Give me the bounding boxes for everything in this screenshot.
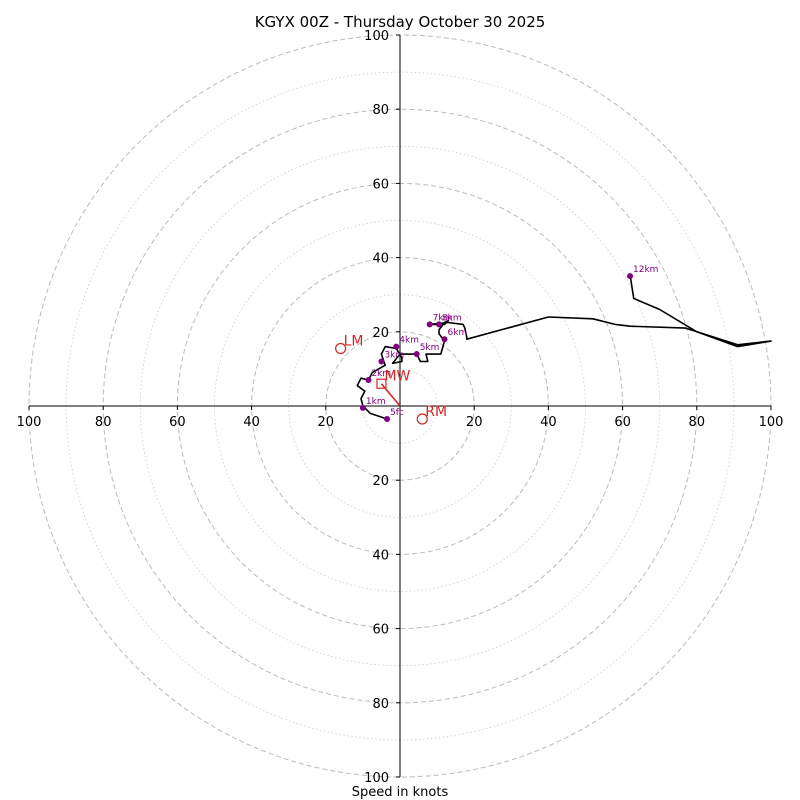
y-tick-label: 100 — [364, 771, 389, 786]
storm-marker-MW — [376, 378, 387, 389]
mean-wind-vector — [380, 383, 401, 407]
height-label-12km: 12km — [633, 265, 658, 275]
height-marker-12km — [627, 273, 634, 280]
tick-labels: 100 80 60 40 20 20 40 60 80 100 100 80 60 40 20 20 40 60 8… — [17, 29, 784, 786]
height-label-1km: 1km — [366, 397, 386, 407]
height-label-8km: 8km — [442, 313, 462, 323]
height-marker-1km — [359, 404, 366, 411]
storm-label-MW: MW — [384, 369, 410, 385]
x-tick-label: 20 — [466, 415, 483, 430]
height-label-5fc: 5fc — [390, 408, 404, 418]
y-tick-label: 100 — [364, 29, 389, 44]
x-tick-label: 20 — [318, 415, 335, 430]
chart-title: KGYX 00Z - Thursday October 30 2025 — [255, 13, 546, 31]
x-tick-label: 60 — [614, 415, 631, 430]
height-marker-5km — [413, 351, 420, 358]
x-tick-label: 100 — [17, 415, 42, 430]
height-label-2km: 2km — [371, 369, 391, 379]
height-label-4km: 4km — [399, 336, 419, 346]
height-marker-2km — [365, 377, 372, 384]
y-tick-label: 80 — [372, 103, 389, 118]
height-label-3km: 3km — [384, 350, 404, 360]
x-tick-label: 60 — [169, 415, 186, 430]
height-marker-7km — [426, 321, 433, 328]
y-tick-label: 20 — [372, 326, 389, 341]
height-marker-8km — [435, 321, 442, 328]
y-tick-label: 40 — [372, 252, 389, 267]
height-label-5km: 5km — [420, 343, 440, 353]
storm-label-LM: LM — [344, 333, 364, 349]
y-tick-label: 60 — [372, 177, 389, 192]
height-marker-6km — [441, 336, 448, 343]
height-marker-4km — [393, 343, 400, 350]
height-marker-3km — [378, 358, 385, 365]
storm-motion-markers: LM MW RM — [335, 333, 447, 425]
y-tick-label: 60 — [372, 623, 389, 638]
x-tick-label: 80 — [95, 415, 112, 430]
height-label-6km: 6km — [448, 328, 468, 338]
storm-marker-LM — [335, 342, 347, 355]
x-tick-label: 40 — [243, 415, 260, 430]
x-axis-label: Speed in knots — [352, 785, 449, 800]
storm-label-RM: RM — [425, 404, 447, 420]
height-label-7km: 7km — [433, 313, 453, 323]
y-tick-label: 80 — [372, 697, 389, 712]
x-tick-label: 40 — [540, 415, 557, 430]
y-tick-label: 40 — [372, 548, 389, 563]
x-tick-label: 80 — [689, 415, 706, 430]
x-tick-label: 100 — [759, 415, 784, 430]
y-tick-label: 20 — [372, 474, 389, 489]
storm-marker-RM — [416, 413, 428, 425]
height-marker-5fc — [384, 415, 391, 422]
